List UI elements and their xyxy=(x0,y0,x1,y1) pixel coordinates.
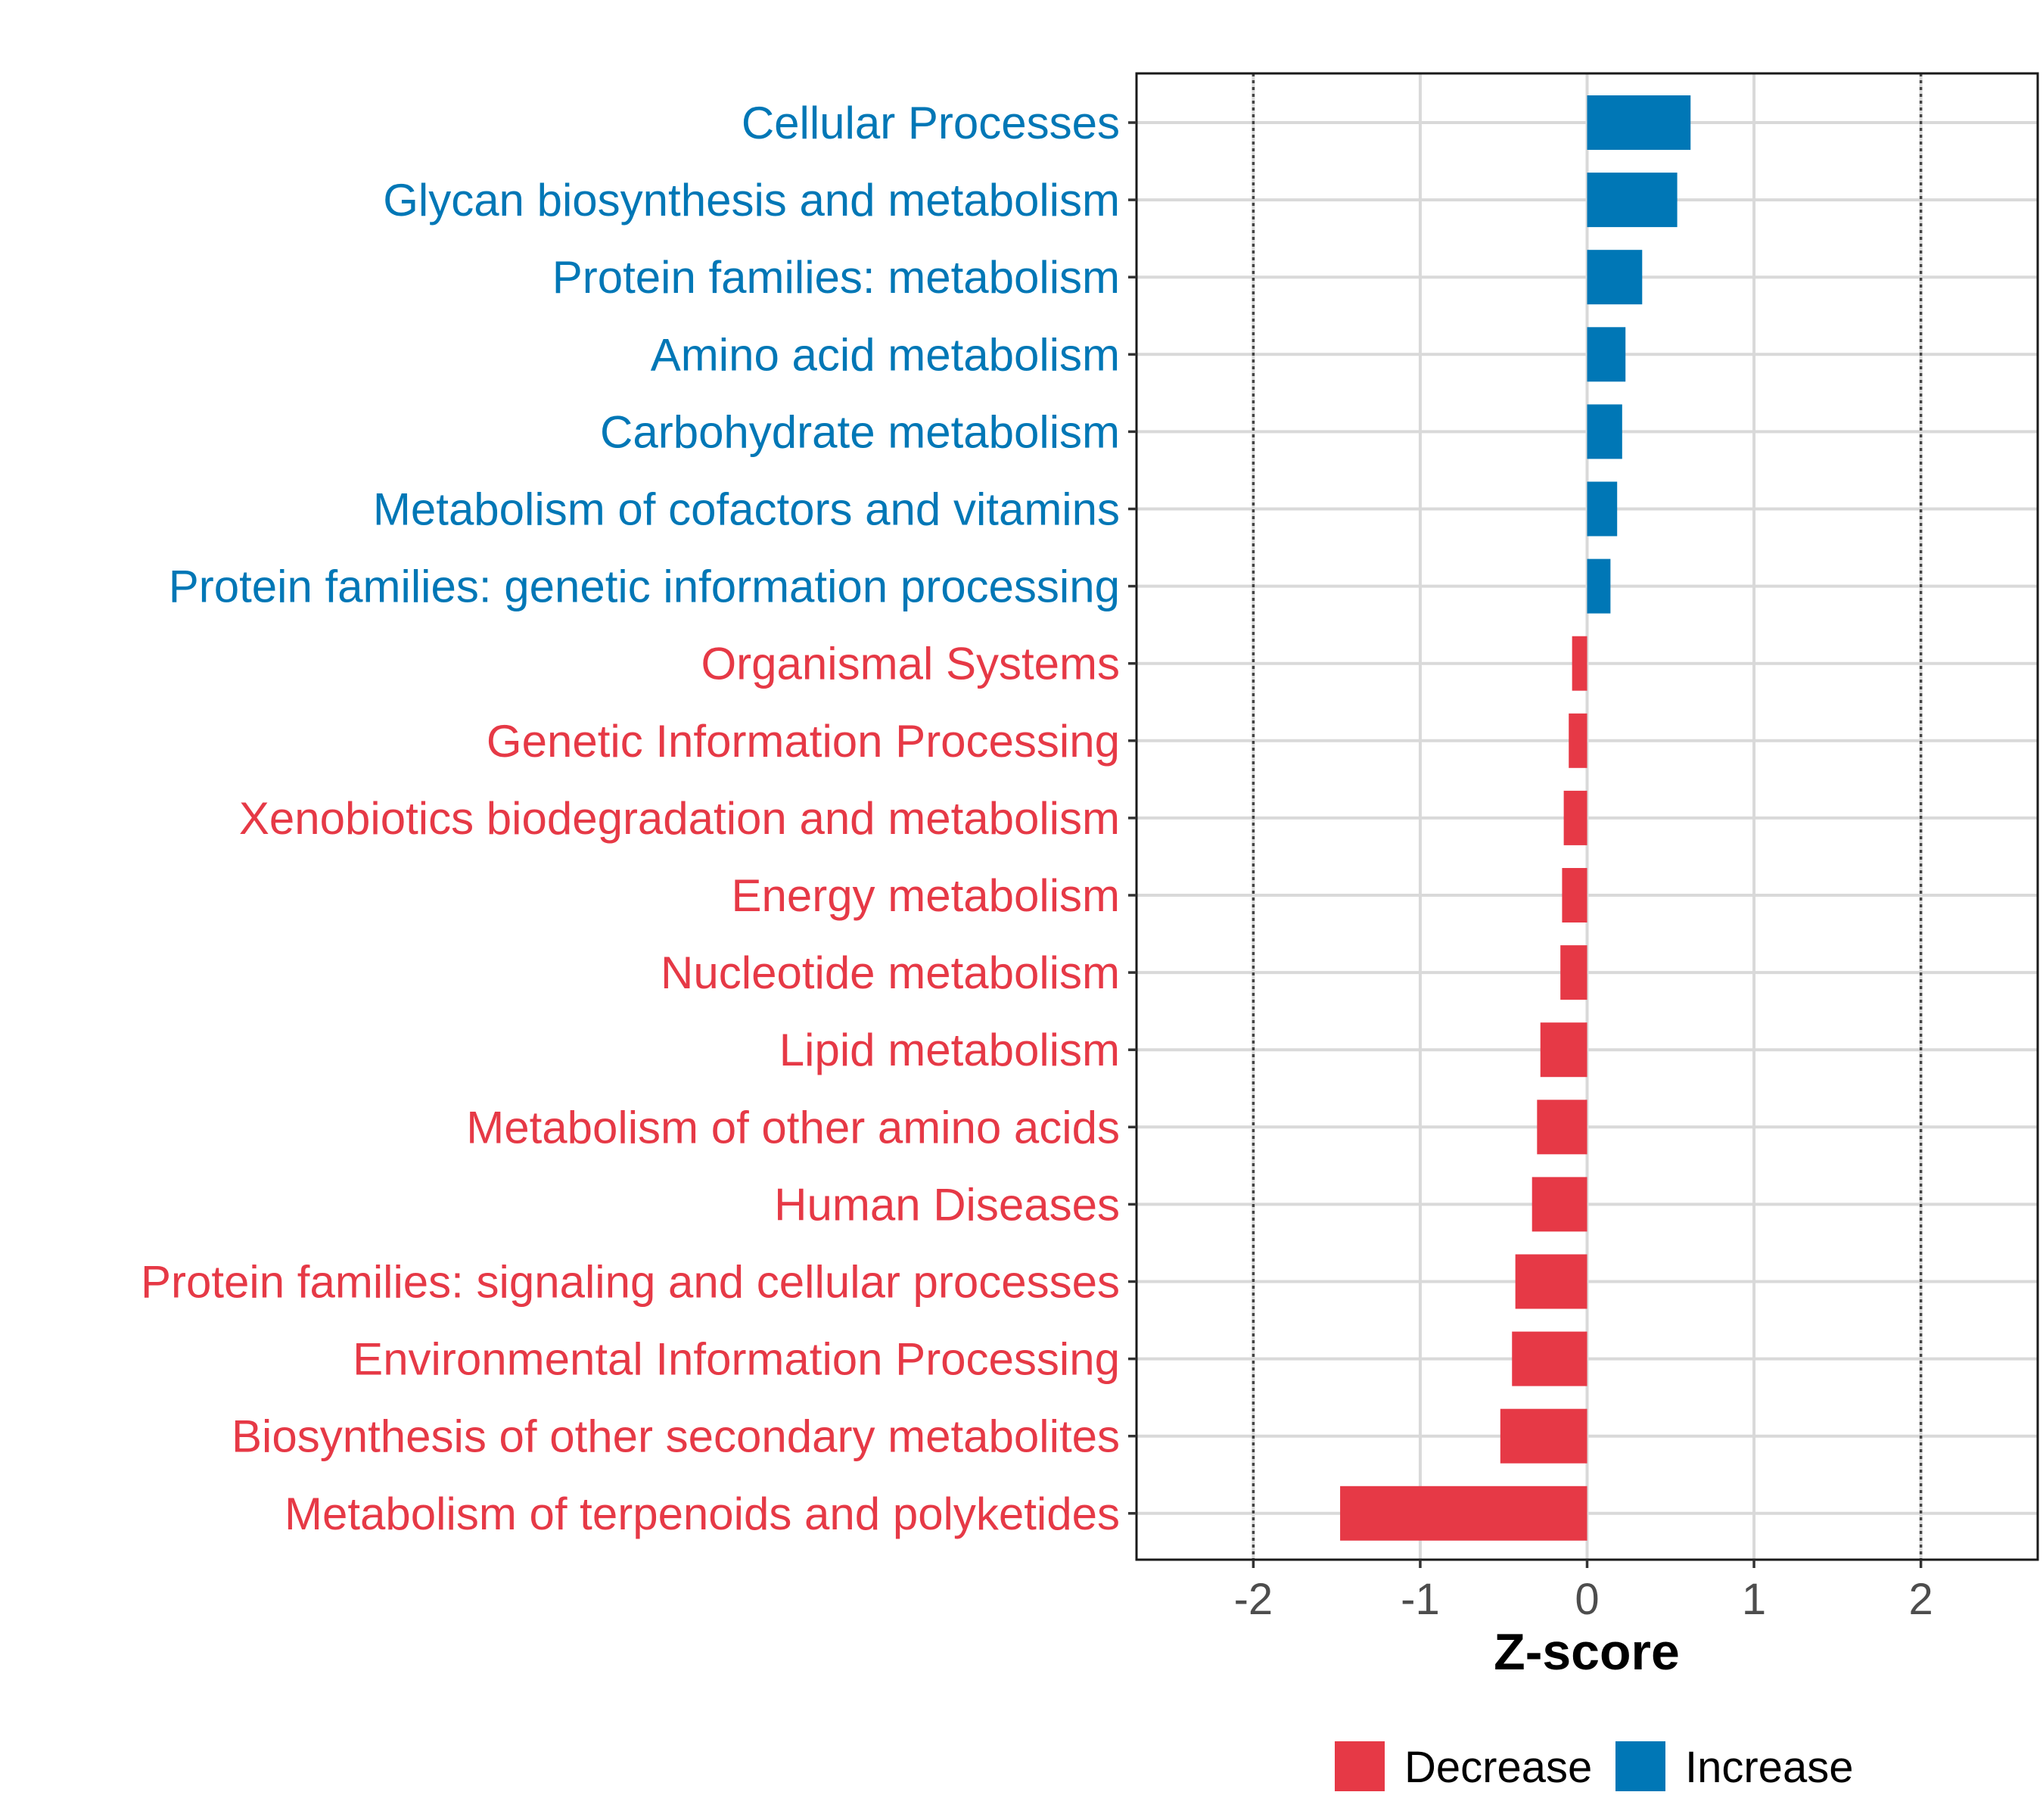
y-tick-label: Protein families: genetic information pr… xyxy=(169,562,1120,612)
bar xyxy=(1515,1254,1587,1309)
y-tick-label: Amino acid metabolism xyxy=(651,329,1120,380)
y-tick-label: Protein families: metabolism xyxy=(552,252,1120,303)
x-tick-label: 1 xyxy=(1742,1575,1766,1624)
bar xyxy=(1500,1408,1587,1464)
legend-label-decrease: Decrease xyxy=(1404,1743,1592,1792)
y-tick-label: Metabolism of cofactors and vitamins xyxy=(373,484,1120,535)
y-tick-label: Cellular Processes xyxy=(742,98,1120,148)
bar-layer xyxy=(1340,95,1691,1541)
bar xyxy=(1587,404,1622,459)
y-tick-label: Biosynthesis of other secondary metaboli… xyxy=(232,1411,1120,1462)
bar xyxy=(1569,713,1587,768)
bar xyxy=(1587,250,1643,305)
bar xyxy=(1531,1177,1587,1232)
x-axis-title: Z-score xyxy=(1494,1623,1680,1681)
bar xyxy=(1562,868,1587,922)
y-tick-label: Nucleotide metabolism xyxy=(661,947,1120,998)
y-tick-label: Glycan biosynthesis and metabolism xyxy=(383,175,1120,226)
bar xyxy=(1587,558,1611,614)
bar xyxy=(1540,1022,1587,1078)
x-tick-label: -1 xyxy=(1401,1575,1440,1624)
legend-key-increase xyxy=(1615,1741,1665,1791)
bar xyxy=(1587,173,1678,228)
bar xyxy=(1560,945,1587,1000)
bar xyxy=(1340,1486,1587,1541)
reference-lines xyxy=(1252,73,1923,1560)
y-tick-label: Metabolism of other amino acids xyxy=(466,1102,1120,1153)
y-tick-label: Human Diseases xyxy=(774,1179,1120,1230)
bar xyxy=(1563,790,1587,845)
y-tick-label: Genetic Information Processing xyxy=(487,716,1120,767)
bar xyxy=(1512,1331,1587,1386)
x-tick-label: 2 xyxy=(1908,1575,1933,1624)
bar xyxy=(1587,481,1618,537)
legend-key-decrease xyxy=(1335,1741,1385,1791)
y-tick-label: Metabolism of terpenoids and polyketides xyxy=(285,1489,1120,1539)
y-axis: Cellular Processes Glycan biosynthesis an… xyxy=(141,98,1137,1539)
y-tick-label: Environmental Information Processing xyxy=(353,1334,1120,1385)
y-tick-label: Xenobiotics biodegradation and metabolis… xyxy=(239,793,1120,844)
x-tick-label: -2 xyxy=(1234,1575,1273,1624)
x-tick-label: 0 xyxy=(1575,1575,1599,1624)
bar xyxy=(1587,327,1626,382)
y-tick-label: Carbohydrate metabolism xyxy=(600,406,1120,457)
y-tick-label: Organismal Systems xyxy=(701,639,1120,689)
bar xyxy=(1572,636,1587,691)
y-tick-label: Energy metabolism xyxy=(731,870,1120,921)
y-tick-label: Protein families: signaling and cellular… xyxy=(141,1257,1120,1308)
y-tick-label: Lipid metabolism xyxy=(779,1025,1120,1075)
legend-label-increase: Increase xyxy=(1685,1743,1853,1792)
bar xyxy=(1537,1100,1587,1155)
legend: Decrease Increase xyxy=(1335,1741,1853,1792)
bar xyxy=(1587,95,1691,150)
x-axis: -2 -1 0 1 2 xyxy=(1234,1560,1933,1624)
